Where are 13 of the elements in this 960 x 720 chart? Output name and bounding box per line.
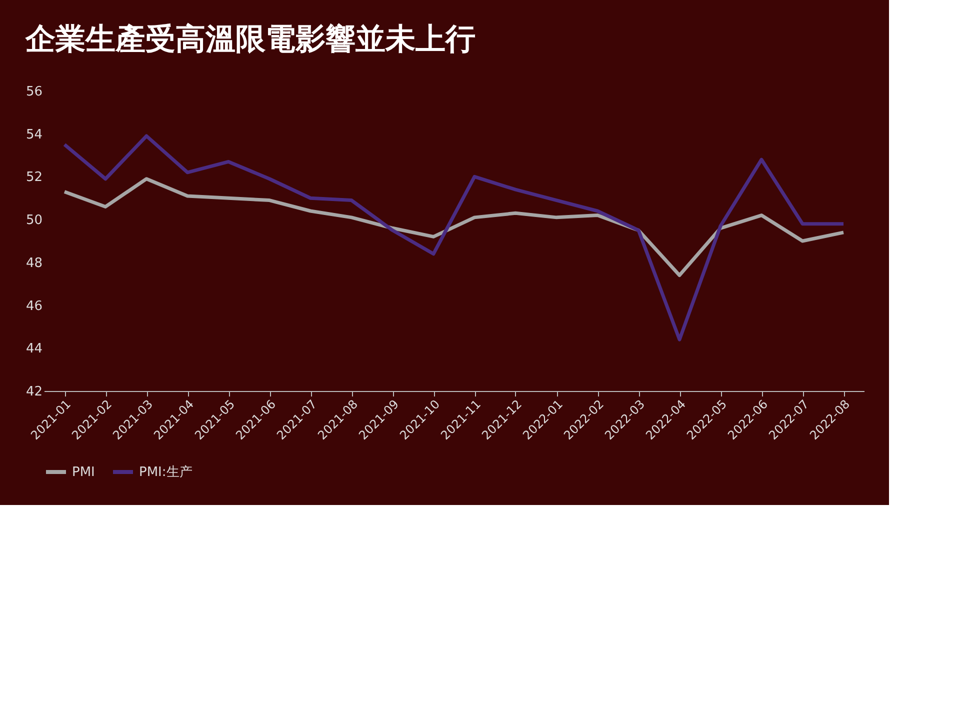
y-tick-label: 46 (26, 298, 42, 314)
y-tick-label: 44 (26, 342, 42, 357)
y-tick-label: 54 (26, 127, 42, 142)
y-tick-label: 48 (26, 256, 42, 271)
y-tick-label: 52 (26, 170, 42, 186)
y-tick-label: 50 (26, 213, 42, 228)
legend-label: PMI:生产 (139, 465, 192, 480)
line-series (62, 177, 846, 278)
y-tick-label: 42 (26, 384, 42, 400)
legend-label: PMI (72, 465, 95, 480)
line-series (62, 134, 846, 342)
chart-title: 企業生產受高溫限電影響並未上行 (24, 22, 476, 57)
y-tick-label: 56 (26, 84, 42, 100)
